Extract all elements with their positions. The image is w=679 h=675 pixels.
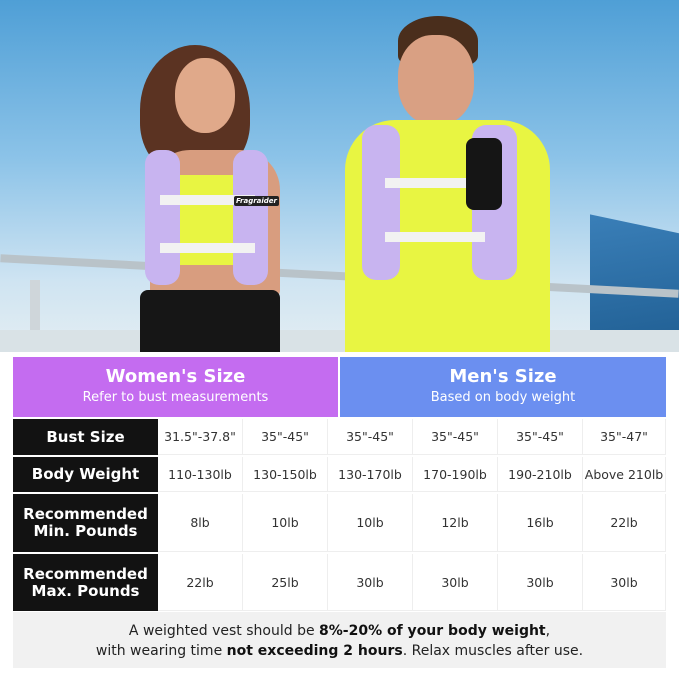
row-label: Body Weight: [13, 457, 158, 492]
note-text: ,: [545, 623, 551, 639]
note-emphasis: not exceeding 2 hours: [226, 643, 403, 659]
table-cell: 10lb: [328, 494, 413, 552]
table-cell: 10lb: [243, 494, 328, 552]
usage-note: A weighted vest should be 8%-20% of your…: [13, 612, 666, 668]
table-cell: 35"-45": [243, 419, 328, 455]
table-cell: 25lb: [243, 554, 328, 611]
railing-post: [30, 280, 40, 352]
usage-note-line-1: A weighted vest should be 8%-20% of your…: [13, 621, 666, 641]
table-cell: 12lb: [413, 494, 498, 552]
woman-strap: [160, 195, 255, 205]
table-cell: 190-210lb: [498, 457, 583, 492]
table-cell: 30lb: [328, 554, 413, 611]
table-cell: 35"-45": [413, 419, 498, 455]
man-face: [398, 35, 474, 125]
table-cell: 35"-47": [583, 419, 666, 455]
note-emphasis: 8%-20% of your body weight: [319, 623, 546, 639]
womens-size-subtitle: Refer to bust measurements: [82, 390, 269, 405]
table-cell: 30lb: [583, 554, 666, 611]
table-cell: 30lb: [413, 554, 498, 611]
woman-vest-left: [145, 150, 180, 285]
man-strap: [385, 232, 485, 242]
table-cell: 8lb: [158, 494, 243, 552]
man-strap: [385, 178, 485, 188]
table-cell: 22lb: [158, 554, 243, 611]
usage-note-line-2: with wearing time not exceeding 2 hours.…: [13, 641, 666, 661]
ground: [0, 330, 679, 352]
phone-pouch: [466, 138, 502, 210]
man-vest-left: [362, 125, 400, 280]
table-cell: 130-170lb: [328, 457, 413, 492]
woman-strap: [160, 243, 255, 253]
note-text: A weighted vest should be: [128, 623, 320, 639]
table-cell: 130-150lb: [243, 457, 328, 492]
mens-size-title: Men's Size: [449, 366, 557, 387]
note-text: . Relax muscles after use.: [402, 643, 584, 659]
table-cell: 170-190lb: [413, 457, 498, 492]
woman-face: [175, 58, 235, 133]
row-label: Recommended Min. Pounds: [13, 494, 158, 552]
vest-brand-label: Fragraider: [234, 196, 279, 206]
railing: [0, 254, 679, 298]
table-cell: 22lb: [583, 494, 666, 552]
table-cell: Above 210lb: [583, 457, 666, 492]
table-cell: 110-130lb: [158, 457, 243, 492]
table-cell: 30lb: [498, 554, 583, 611]
table-cell: 35"-45": [328, 419, 413, 455]
note-text: with wearing time: [95, 643, 227, 659]
mens-size-subtitle: Based on body weight: [430, 390, 576, 405]
table-cell: 31.5"-37.8": [158, 419, 243, 455]
woman-vest-right: [233, 150, 268, 285]
row-label: Recommended Max. Pounds: [13, 554, 158, 611]
product-photo: Fragraider: [0, 0, 679, 352]
table-cell: 16lb: [498, 494, 583, 552]
womens-size-header: Women's Size Refer to bust measurements: [13, 357, 338, 417]
woman-shorts: [140, 290, 280, 352]
table-cell: 35"-45": [498, 419, 583, 455]
row-label: Bust Size: [13, 419, 158, 455]
womens-size-title: Women's Size: [105, 366, 246, 387]
mens-size-header: Men's Size Based on body weight: [340, 357, 666, 417]
